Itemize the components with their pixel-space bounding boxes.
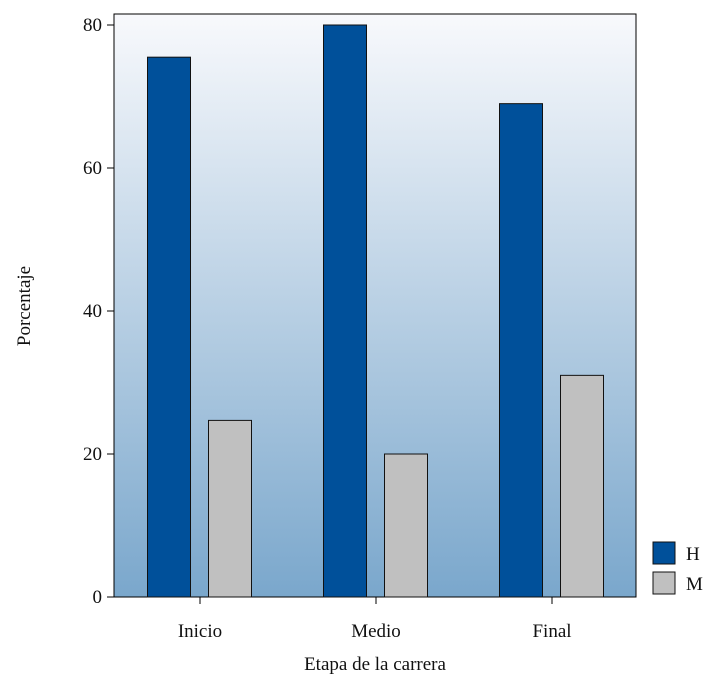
bar-h-inicio [147, 56, 191, 598]
bar-h-final [499, 103, 543, 598]
y-tick-label: 80 [83, 15, 102, 36]
y-tick-label: 20 [83, 444, 102, 465]
y-tick-label: 60 [83, 158, 102, 179]
x-tick-label: Inicio [178, 621, 222, 642]
x-tick-label: Final [532, 621, 571, 642]
legend-label-m: M [686, 574, 703, 595]
legend: HM [652, 541, 703, 595]
y-axis-title: Porcentaje [14, 266, 35, 346]
bar-m-final [560, 374, 604, 598]
bar-m-inicio [208, 419, 252, 598]
x-tick-label: Medio [351, 621, 401, 642]
legend-swatch-h [652, 541, 676, 565]
y-tick-label: 0 [93, 587, 103, 608]
legend-label-h: H [686, 544, 700, 565]
x-axis-title: Etapa de la carrera [304, 654, 446, 675]
plot-area [113, 13, 637, 598]
y-tick-label: 40 [83, 301, 102, 322]
bar-h-medio [323, 24, 367, 598]
legend-swatch-m [652, 571, 676, 595]
bar-m-medio [384, 453, 428, 598]
